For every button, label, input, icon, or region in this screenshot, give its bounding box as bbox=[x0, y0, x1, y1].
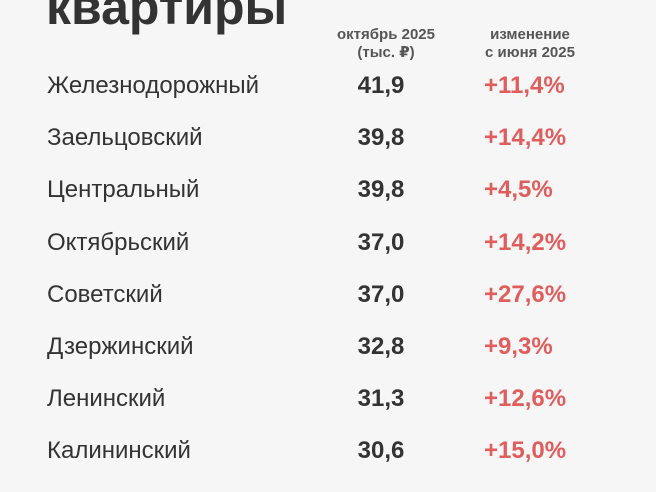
district-name: Калининский bbox=[47, 437, 191, 465]
column-header: октябрь 2025 bbox=[337, 26, 435, 43]
price-value: 32,8 bbox=[357, 333, 405, 360]
price-value: 30,6 bbox=[357, 437, 405, 465]
district-name: Советский bbox=[47, 280, 163, 308]
column-header: (тыс. ₽) bbox=[357, 44, 415, 61]
change-value: +11,4% bbox=[484, 72, 565, 99]
district-name: Дзержинский bbox=[47, 333, 194, 360]
price-value: 41,9 bbox=[357, 72, 405, 99]
district-name: Центральный bbox=[47, 176, 200, 204]
column-header: с июня 2025 bbox=[485, 44, 575, 61]
price-value: 37,0 bbox=[357, 228, 405, 256]
price-value: 37,0 bbox=[357, 280, 405, 308]
district-name: Заельцовский bbox=[47, 124, 203, 152]
price-value: 39,8 bbox=[357, 124, 405, 152]
change-value: +14,2% bbox=[484, 228, 567, 256]
change-value: +15,0% bbox=[484, 437, 567, 465]
column-header: изменение bbox=[490, 26, 570, 43]
change-value: +9,3% bbox=[484, 333, 553, 360]
change-value: +12,6% bbox=[484, 385, 567, 413]
change-value: +14,4% bbox=[484, 124, 567, 152]
district-name: Железнодорожный bbox=[47, 72, 260, 99]
district-name: Октябрьский bbox=[47, 228, 190, 256]
change-value: +27,6% bbox=[484, 280, 567, 308]
title: квартиры bbox=[46, 0, 288, 35]
price-value: 31,3 bbox=[357, 385, 405, 413]
price-value: 39,8 bbox=[357, 176, 405, 204]
district-name: Ленинский bbox=[47, 385, 166, 413]
change-value: +4,5% bbox=[484, 176, 553, 204]
